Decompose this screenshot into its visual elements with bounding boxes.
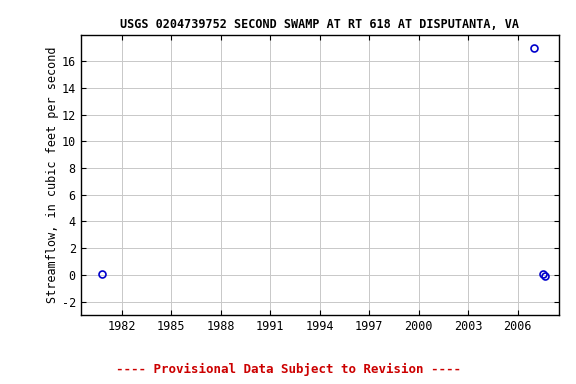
- Title: USGS 0204739752 SECOND SWAMP AT RT 618 AT DISPUTANTA, VA: USGS 0204739752 SECOND SWAMP AT RT 618 A…: [120, 18, 519, 31]
- Y-axis label: Streamflow, in cubic feet per second: Streamflow, in cubic feet per second: [46, 46, 59, 303]
- Text: ---- Provisional Data Subject to Revision ----: ---- Provisional Data Subject to Revisio…: [116, 363, 460, 376]
